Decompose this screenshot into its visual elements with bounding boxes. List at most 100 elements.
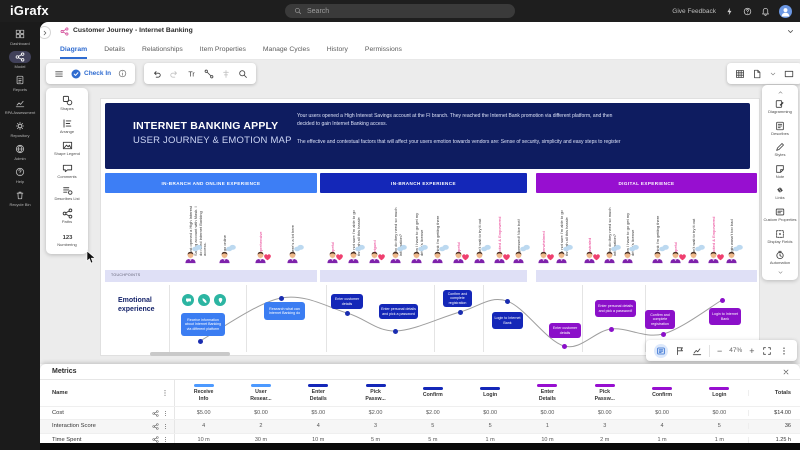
align-tool-icon[interactable]: [221, 69, 231, 79]
emotion-data-point[interactable]: [561, 343, 567, 349]
metric-column-header[interactable]: Login: [691, 387, 748, 398]
metric-value-cell[interactable]: 3: [603, 423, 607, 430]
tab-item-properties[interactable]: Item Properties: [199, 46, 246, 53]
metric-value-cell[interactable]: 5: [488, 423, 492, 430]
emotion-data-point[interactable]: [504, 298, 510, 304]
persona-icon[interactable]: [582, 249, 600, 264]
experience-band-2[interactable]: IN-BRANCH EXPERIENCE: [320, 173, 527, 193]
panel-note[interactable]: Note: [761, 161, 799, 183]
user-avatar[interactable]: [779, 4, 792, 18]
sidebar-item-dashboard[interactable]: Dashboard: [0, 27, 40, 49]
persona-icon[interactable]: [346, 244, 365, 264]
tool-paths[interactable]: Paths: [45, 205, 89, 228]
metric-value-cell[interactable]: $0.00: [597, 410, 612, 417]
connector-tool-icon[interactable]: [204, 69, 214, 79]
experience-band-1[interactable]: IN-BRANCH AND ONLINE EXPERIENCE: [105, 173, 317, 193]
page-setup-icon[interactable]: [752, 69, 762, 79]
metric-column-header[interactable]: User Resear...: [232, 384, 289, 402]
channel-chat-icon[interactable]: [182, 294, 194, 306]
fullscreen-icon[interactable]: [762, 346, 772, 356]
emotion-data-point[interactable]: [392, 328, 398, 334]
text-tool-icon[interactable]: Tr: [186, 68, 197, 79]
row-options-kebab-icon[interactable]: [162, 436, 169, 443]
sidebar-item-repository[interactable]: Repository: [0, 119, 40, 141]
help-icon[interactable]: [743, 7, 752, 16]
emotion-data-point[interactable]: [608, 326, 614, 332]
emotion-data-point[interactable]: [344, 310, 350, 316]
global-search-input[interactable]: Search: [285, 4, 515, 18]
metric-value-cell[interactable]: 5 m: [428, 436, 438, 443]
metric-value-cell[interactable]: 10 m: [541, 436, 554, 443]
persona-icon[interactable]: [217, 244, 236, 264]
tab-permissions[interactable]: Permissions: [364, 46, 402, 53]
give-feedback-link[interactable]: Give Feedback: [672, 7, 716, 15]
metric-value-cell[interactable]: 4: [660, 423, 664, 430]
check-in-button[interactable]: Check In: [71, 69, 111, 79]
metric-value-cell[interactable]: 30 m: [254, 436, 268, 443]
zoom-in-button[interactable]: +: [749, 345, 755, 356]
metric-value-cell[interactable]: $0.00: [655, 410, 669, 417]
emotion-step-box[interactable]: Confirm and complete registration: [645, 310, 675, 329]
menu-hamburger-icon[interactable]: [54, 69, 64, 79]
metric-column-header[interactable]: Enter Details: [290, 384, 347, 402]
metric-column-header[interactable]: Receive Info: [175, 384, 232, 402]
persona-icon[interactable]: [253, 249, 271, 264]
emotion-step-box[interactable]: Login to Internet Bank: [492, 312, 523, 329]
metric-column-header[interactable]: Login: [461, 387, 518, 398]
metric-shape-link-icon[interactable]: [152, 436, 159, 443]
notifications-bell-icon[interactable]: [761, 7, 770, 16]
persona-icon[interactable]: [367, 249, 385, 264]
chevron-down-icon[interactable]: [786, 27, 795, 36]
channel-pin-icon[interactable]: [214, 294, 226, 306]
metric-value-cell[interactable]: $0.00: [540, 410, 555, 417]
metric-value-cell[interactable]: 5: [431, 423, 435, 430]
horizontal-scrollbar[interactable]: [150, 352, 230, 356]
sidebar-item-reports[interactable]: Reports: [0, 73, 40, 95]
analytics-chart-button[interactable]: [692, 346, 702, 356]
tool-comments[interactable]: Comments: [45, 160, 89, 183]
panel-links[interactable]: Links: [761, 182, 799, 204]
metric-value-cell[interactable]: 3: [374, 423, 378, 430]
persona-icon[interactable]: [554, 244, 573, 264]
persona-icon[interactable]: [536, 249, 554, 264]
reading-view-button[interactable]: [654, 343, 668, 358]
tab-manage-cycles[interactable]: Manage Cycles: [262, 46, 310, 53]
metric-value-cell[interactable]: $5.00: [196, 410, 211, 417]
metric-value-cell[interactable]: 1 m: [485, 436, 495, 443]
metric-value-cell[interactable]: $2.00: [425, 410, 440, 417]
persona-icon[interactable]: [511, 244, 530, 264]
emotion-data-point[interactable]: [660, 331, 666, 337]
metric-column-header[interactable]: Pick Passw...: [576, 384, 633, 402]
tool-describes-list[interactable]: Describes List: [45, 182, 89, 205]
emotion-step-box[interactable]: Enter customer details: [549, 323, 581, 338]
tool-numbering[interactable]: 123 Numbering: [45, 228, 89, 251]
metric-column-header[interactable]: Confirm: [404, 387, 461, 398]
info-icon[interactable]: [118, 69, 127, 78]
tool-shapes[interactable]: Shapes: [45, 92, 89, 115]
persona-icon[interactable]: [686, 244, 705, 264]
persona-icon[interactable]: [650, 244, 669, 264]
find-icon[interactable]: [238, 69, 248, 79]
panel-custom-properties[interactable]: Custom Properties: [761, 204, 799, 226]
metric-value-cell[interactable]: 1 m: [657, 436, 667, 443]
metric-value-cell[interactable]: 2: [259, 423, 263, 430]
metric-value-cell[interactable]: 5: [717, 423, 721, 430]
metric-value-cell[interactable]: 10 m: [197, 436, 210, 443]
presentation-icon[interactable]: [784, 69, 794, 79]
emotion-step-box[interactable]: Enter personal details and pick a passwo…: [379, 304, 418, 319]
emotion-step-box[interactable]: Enter personal details and pick a passwo…: [595, 300, 636, 317]
metric-value-cell[interactable]: 10 m: [312, 436, 325, 443]
panel-diagramming[interactable]: Diagramming: [761, 96, 799, 118]
sidebar-item-admin[interactable]: Admin: [0, 142, 40, 164]
emotion-step-box[interactable]: Receive information about Internet Banki…: [181, 313, 225, 336]
metric-column-header[interactable]: Pick Passw...: [347, 384, 404, 402]
panel-describes[interactable]: Describes: [761, 118, 799, 140]
persona-icon[interactable]: [492, 249, 510, 264]
metric-row-cost[interactable]: Cost $5.00 $0.00 $5.00 $2.00 $2.00 $0.00 $0.00 $…: [40, 406, 800, 420]
metric-value-cell[interactable]: 5 m: [370, 436, 381, 443]
emotion-step-box[interactable]: Enter customer details: [331, 294, 363, 309]
metric-value-cell[interactable]: 1: [545, 423, 549, 430]
tab-details[interactable]: Details: [104, 46, 125, 53]
persona-icon[interactable]: [451, 249, 469, 264]
sidebar-item-model[interactable]: Model: [0, 50, 40, 72]
